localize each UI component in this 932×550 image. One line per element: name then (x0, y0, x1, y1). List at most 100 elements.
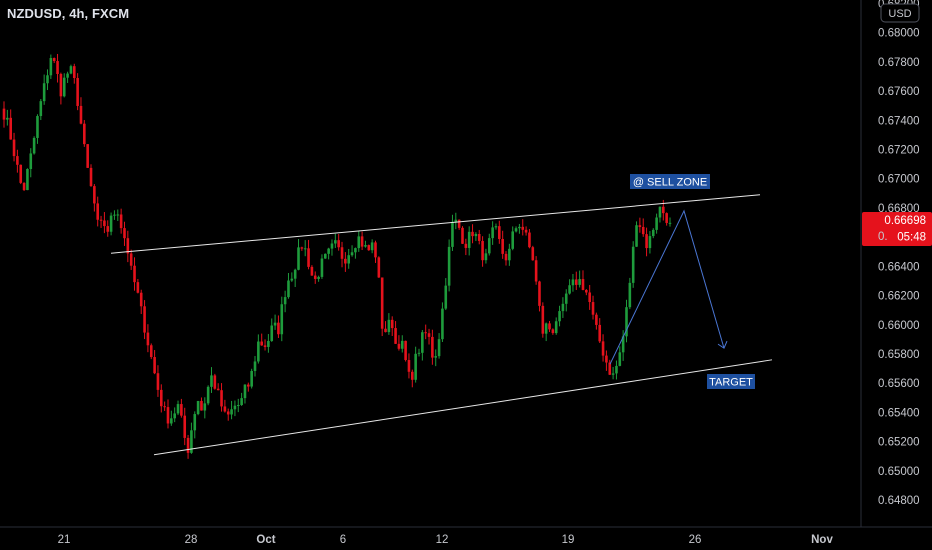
candle-down (574, 279, 578, 285)
price-tick-label: 0.66400 (878, 261, 920, 273)
candle-down (223, 406, 227, 412)
symbol-title[interactable]: NZDUSD, 4h, FXCM (7, 6, 130, 21)
candle-down (534, 260, 538, 282)
candle-down (374, 242, 377, 258)
candle-up (267, 340, 270, 347)
countdown-text: 05:48 (897, 232, 926, 244)
candle-down (641, 226, 645, 235)
candle-down (9, 117, 12, 140)
candle-down (99, 219, 103, 221)
candle-up (29, 153, 33, 170)
candle-down (96, 203, 100, 220)
candle-up (253, 361, 257, 371)
candle-down (551, 329, 555, 334)
candle-up (437, 339, 441, 357)
candle-up (32, 137, 36, 154)
candle-up (42, 83, 46, 102)
candle-down (541, 305, 545, 334)
candle-up (176, 404, 180, 414)
candle-up (113, 214, 116, 216)
candle-down (377, 257, 381, 278)
price-tick-label: 0.66000 (878, 320, 920, 332)
last-price-tag: 0.66698 05:48 (862, 212, 932, 246)
candle-up (303, 248, 307, 250)
candle-down (180, 404, 183, 416)
target-label[interactable]: TARGET (707, 374, 755, 389)
candle-up (621, 336, 625, 353)
last-price-text: 0.66698 (884, 215, 926, 227)
candle-up (421, 332, 424, 353)
candle-up (631, 246, 635, 283)
candle-up (658, 206, 662, 218)
candle-down (591, 302, 595, 315)
candle-up (578, 279, 581, 285)
candle-down (86, 144, 89, 168)
candle-up (508, 248, 511, 261)
candle-down (528, 232, 531, 248)
price-tick-label: 0.65600 (878, 378, 920, 390)
sell-zone-label[interactable]: @ SELL ZONE (630, 174, 710, 189)
candle-down (159, 389, 163, 407)
candle-down (538, 281, 541, 306)
time-tick-label: 12 (436, 534, 449, 546)
time-axis[interactable]: 21 28 Oct 6 12 19 26 Nov (0, 526, 932, 546)
candle-down (307, 248, 310, 267)
candle-up (444, 285, 448, 309)
candle-up (190, 430, 193, 453)
candle-up (287, 280, 290, 298)
candle-down (585, 289, 588, 293)
candle-down (608, 362, 612, 375)
candle-down (548, 323, 551, 330)
candle-down (226, 411, 230, 415)
candle-down (411, 371, 414, 380)
candle-up (323, 253, 327, 259)
candle-down (163, 406, 166, 408)
candle-down (72, 66, 76, 79)
candle-down (52, 58, 56, 62)
candle-up (447, 246, 451, 286)
currency-badge[interactable]: USD (880, 3, 920, 23)
candle-up (558, 311, 561, 322)
candle-up (250, 370, 253, 387)
candle-down (477, 233, 481, 241)
candle-down (126, 238, 130, 254)
candle-up (487, 238, 491, 254)
candle-up (62, 77, 66, 97)
channel-lower-trendline[interactable] (153, 359, 773, 456)
candle-up (494, 226, 498, 228)
price-tick-label: 0.67400 (878, 115, 920, 127)
price-axis[interactable]: 0.682000.680000.678000.676000.674000.672… (860, 0, 932, 527)
candle-down (139, 292, 143, 307)
candle-down (186, 437, 190, 453)
candle-up (283, 297, 287, 305)
time-tick-label: Nov (811, 534, 833, 546)
candle-down (380, 277, 384, 329)
candle-up (414, 353, 417, 380)
candle-down (390, 319, 394, 329)
candle-down (83, 123, 86, 145)
candle-down (129, 253, 133, 266)
candle-up (36, 116, 39, 138)
candle-down (588, 292, 591, 303)
candle-up (625, 307, 628, 337)
candle-down (344, 258, 347, 264)
candle-up (270, 325, 274, 341)
candle-down (638, 225, 642, 227)
candle-down (431, 336, 434, 358)
projection-arrow-path[interactable] (609, 209, 725, 365)
candle-down (133, 265, 136, 283)
candle-down (106, 226, 110, 232)
candle-up (257, 341, 260, 362)
candle-up (26, 169, 29, 191)
price-tick-label: 0.64800 (878, 495, 920, 507)
candle-up (364, 245, 367, 247)
candle-up (334, 240, 337, 244)
channel-upper-trendline[interactable] (110, 194, 761, 254)
time-tick-label: 19 (562, 534, 575, 546)
candle-up (518, 226, 521, 229)
candle-up (317, 276, 320, 279)
candle-up (618, 352, 622, 366)
candle-down (404, 340, 407, 361)
candle-down (183, 415, 187, 438)
